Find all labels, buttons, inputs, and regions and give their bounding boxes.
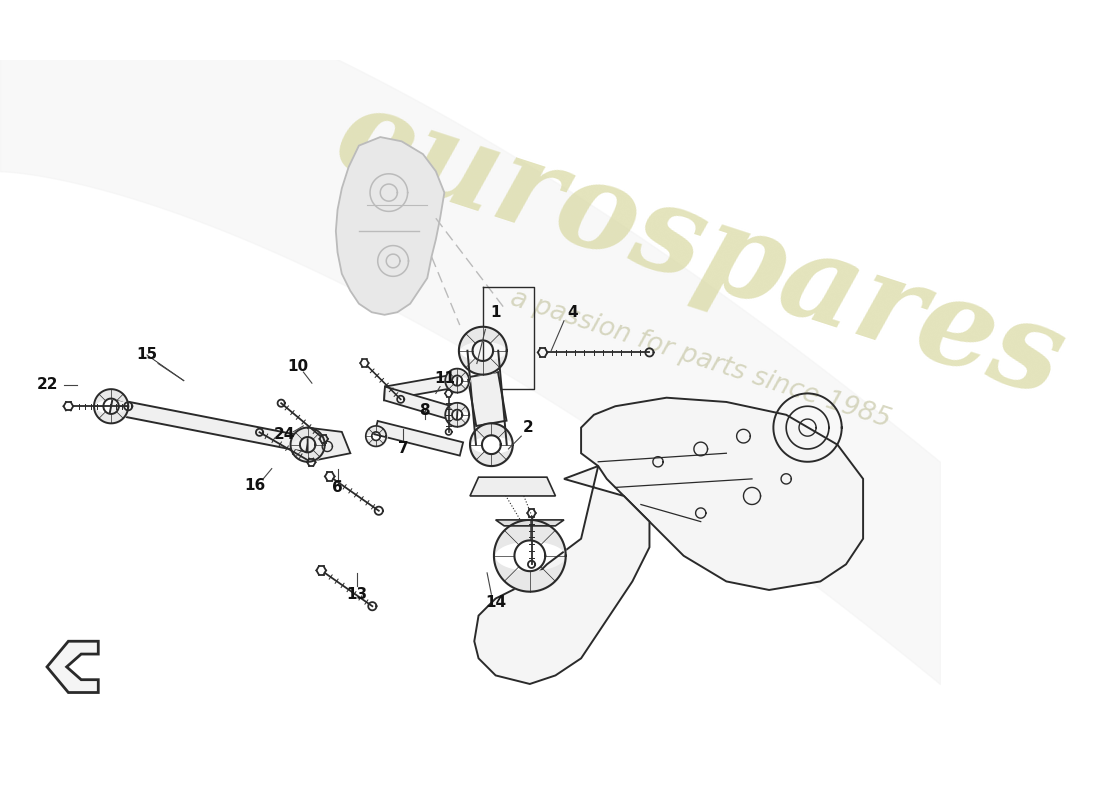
Polygon shape xyxy=(496,520,564,526)
Text: 10: 10 xyxy=(287,358,308,374)
Text: 14: 14 xyxy=(485,595,506,610)
Polygon shape xyxy=(336,137,444,315)
Polygon shape xyxy=(581,398,864,590)
Polygon shape xyxy=(470,477,556,496)
Text: 16: 16 xyxy=(244,478,265,494)
Text: 7: 7 xyxy=(398,442,409,457)
Text: 13: 13 xyxy=(346,586,367,602)
Text: eurospares: eurospares xyxy=(322,75,1079,422)
Text: 15: 15 xyxy=(136,347,157,362)
Text: 24: 24 xyxy=(274,427,295,442)
Polygon shape xyxy=(384,374,458,400)
Polygon shape xyxy=(474,466,649,684)
Polygon shape xyxy=(468,372,506,426)
Text: 1: 1 xyxy=(491,305,501,320)
Text: 6: 6 xyxy=(332,480,343,495)
Text: 22: 22 xyxy=(36,378,58,392)
Polygon shape xyxy=(384,386,458,422)
Text: 4: 4 xyxy=(568,305,578,320)
Polygon shape xyxy=(110,398,309,452)
Text: 2: 2 xyxy=(522,420,534,435)
Polygon shape xyxy=(374,421,463,455)
Polygon shape xyxy=(308,428,351,460)
Text: 11: 11 xyxy=(433,371,455,386)
Text: a passion for parts since 1985: a passion for parts since 1985 xyxy=(507,286,894,433)
Polygon shape xyxy=(47,642,98,693)
Text: 8: 8 xyxy=(419,403,430,418)
